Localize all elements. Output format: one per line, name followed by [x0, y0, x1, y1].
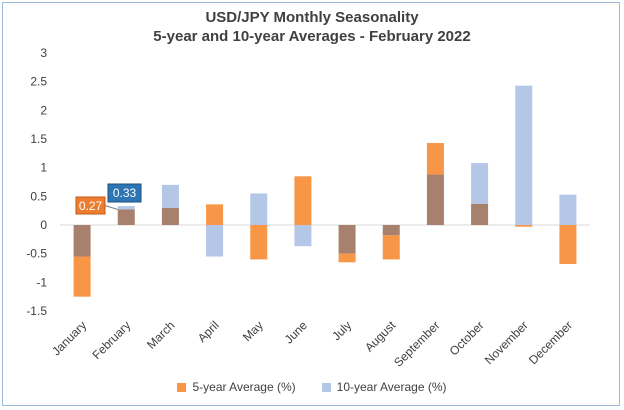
chart-legend: 5-year Average (%) 10-year Average (%): [0, 380, 624, 394]
y-tick-label: 1: [40, 161, 47, 175]
x-tick-label: October: [447, 318, 487, 358]
legend-label-10yr: 10-year Average (%): [336, 380, 447, 394]
bar-overlap-october: [471, 203, 489, 225]
bar-5yr-may: [250, 225, 268, 260]
bar-5yr-november: [515, 225, 533, 227]
bar-10yr-november: [515, 85, 533, 226]
x-tick-label: July: [329, 318, 354, 343]
chart-subtitle: 5-year and 10-year Averages - February 2…: [153, 28, 471, 45]
legend-swatch-5yr: [177, 382, 187, 392]
bar-overlap-august: [382, 225, 400, 236]
legend-item-10yr: 10-year Average (%): [321, 380, 447, 394]
x-tick-label: April: [195, 318, 222, 345]
callout-5yr-leader: [104, 205, 118, 210]
chart-title: USD/JPY Monthly Seasonality: [205, 9, 419, 26]
bar-5yr-april: [206, 204, 224, 225]
callout-10yr-box: [107, 183, 142, 203]
bar-overlap-march: [161, 207, 179, 225]
x-tick-label: June: [282, 318, 311, 347]
x-tick-label: September: [391, 318, 442, 369]
bar-5yr-september: [426, 143, 444, 175]
bar-10yr-october: [471, 163, 489, 204]
bar-10yr-june: [294, 225, 312, 247]
bar-overlap-february: [117, 209, 135, 225]
bar-10yr-december: [559, 194, 577, 225]
y-tick-label: 2: [40, 103, 47, 117]
bar-5yr-july: [338, 253, 356, 263]
x-tick-label: November: [482, 318, 531, 367]
bar-overlap-september: [426, 174, 444, 225]
y-tick-label: 1.5: [30, 132, 47, 146]
y-tick-label: -0.5: [26, 247, 47, 261]
legend-label-5yr: 5-year Average (%): [192, 380, 296, 394]
bar-5yr-june: [294, 176, 312, 225]
x-tick-label: March: [144, 318, 177, 351]
x-tick-label: May: [240, 318, 266, 344]
x-tick-label: January: [49, 318, 89, 358]
legend-swatch-10yr: [321, 382, 331, 392]
legend-item-5yr: 5-year Average (%): [177, 380, 296, 394]
y-tick-label: 3: [40, 46, 47, 60]
bar-5yr-december: [559, 225, 577, 264]
x-tick-label: December: [526, 318, 575, 367]
y-tick-label: -1: [36, 275, 47, 289]
bar-10yr-february: [117, 206, 135, 210]
bar-10yr-april: [206, 225, 224, 257]
bar-5yr-august: [382, 235, 400, 260]
bar-overlap-january: [73, 225, 91, 257]
callout-10yr-label: 0.33: [113, 186, 137, 200]
y-tick-label: -1.5: [26, 304, 47, 318]
bar-10yr-may: [250, 193, 268, 225]
callout-5yr-label: 0.27: [79, 199, 103, 213]
x-tick-label: February: [90, 318, 134, 362]
y-tick-label: 0.5: [30, 189, 47, 203]
x-tick-label: August: [362, 318, 399, 355]
y-tick-label: 0: [40, 218, 47, 232]
bar-10yr-march: [161, 184, 179, 208]
bar-5yr-january: [73, 256, 91, 297]
bar-overlap-july: [338, 225, 356, 254]
y-tick-label: 2.5: [30, 75, 47, 89]
